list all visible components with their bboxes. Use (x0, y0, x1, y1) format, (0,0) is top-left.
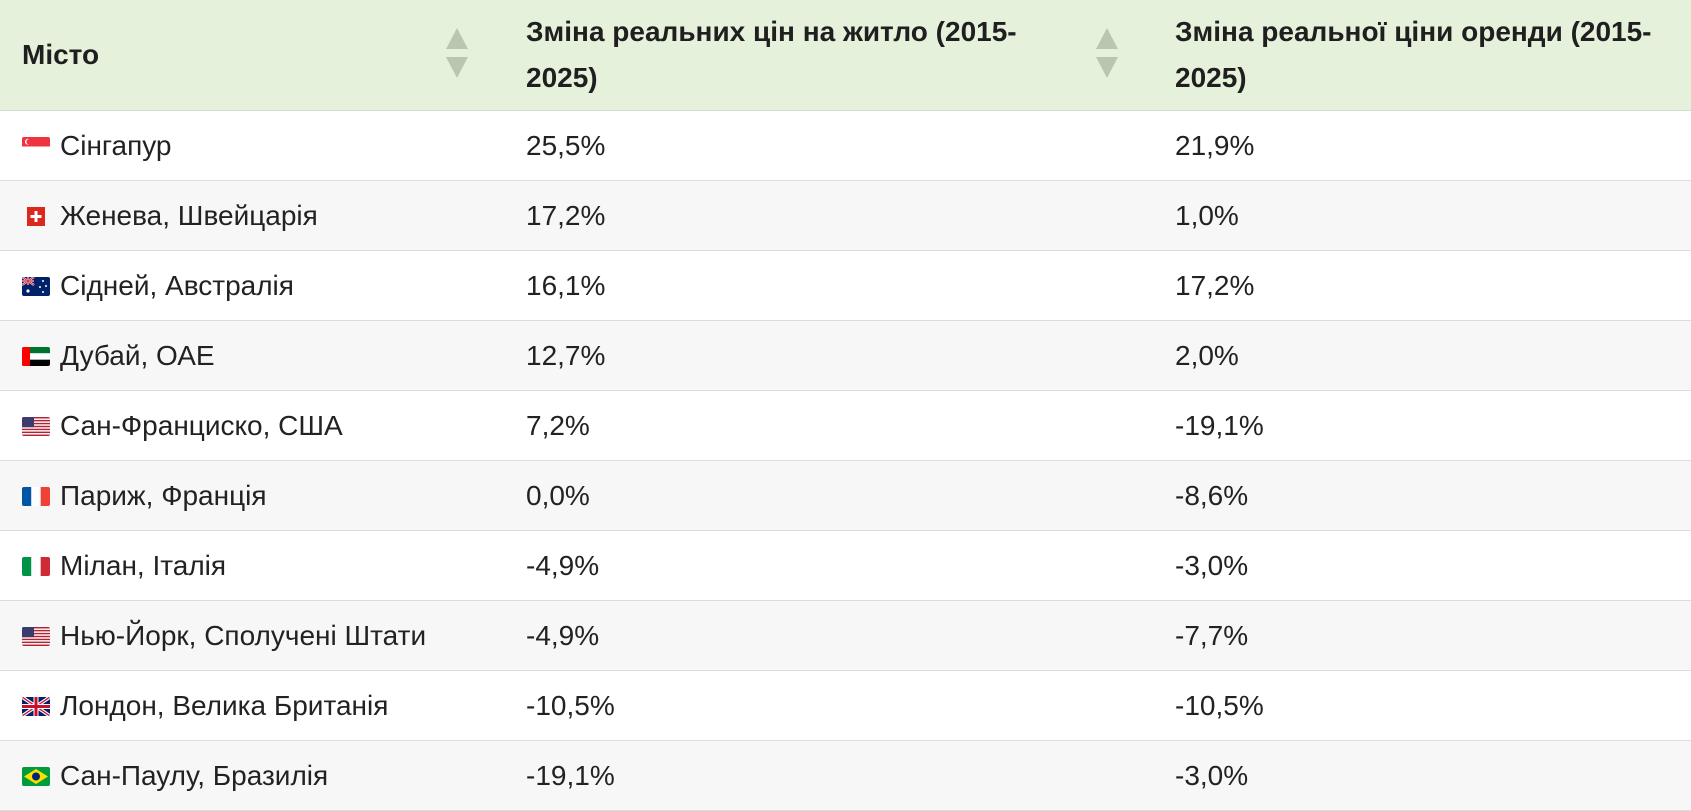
city-name: Женева, Швейцарія (60, 200, 318, 231)
australia-flag-icon (22, 276, 50, 296)
city-cell: Женева, Швейцарія (22, 181, 318, 251)
italy-flag-icon (22, 556, 50, 576)
city-cell: Сінгапур (22, 111, 172, 181)
rent-change-cell: -19,1% (1175, 410, 1264, 441)
price-change-cell: -10,5% (526, 690, 615, 721)
uk-flag-icon (22, 696, 50, 716)
column-header-city[interactable]: Місто (22, 39, 100, 70)
rent-change-cell: -7,7% (1175, 620, 1249, 651)
sort-down-icon (446, 57, 468, 78)
city-name: Лондон, Велика Британія (60, 690, 389, 721)
city-cell: Сан-Паулу, Бразилія (22, 741, 328, 811)
france-flag-icon (22, 486, 50, 506)
sort-down-icon (1096, 57, 1118, 78)
usa-flag-icon (22, 626, 50, 646)
city-cell: Нью-Йорк, Сполучені Штати (22, 601, 426, 671)
table-row: Женева, Швейцарія 17,2% 1,0% (0, 181, 1691, 251)
switzerland-flag-icon (22, 206, 50, 226)
rent-change-cell: -3,0% (1175, 550, 1249, 581)
table-row: Сан-Франциско, США 7,2% -19,1% (0, 391, 1691, 461)
price-change-cell: -19,1% (526, 760, 615, 791)
city-name: Париж, Франція (60, 480, 267, 511)
rent-change-cell: 2,0% (1175, 340, 1239, 371)
table-body: Сінгапур 25,5% 21,9% Женева, Швейцарія 1… (0, 111, 1691, 811)
table-row: Лондон, Велика Британія -10,5% -10,5% (0, 671, 1691, 741)
price-change-cell: 16,1% (526, 270, 606, 301)
city-cell: Сан-Франциско, США (22, 391, 343, 461)
table-row: Дубай, ОАЕ 12,7% 2,0% (0, 321, 1691, 391)
column-header-rent-change[interactable]: Зміна реальної ціни оренди (2015-2025) (1175, 16, 1652, 93)
city-name: Мілан, Італія (60, 550, 227, 581)
table-row: Сідней, Австралія 16,1% 17,2% (0, 251, 1691, 321)
column-header-price-change[interactable]: Зміна реальних цін на житло (2015-2025) (526, 16, 1017, 93)
rent-change-cell: 17,2% (1175, 270, 1255, 301)
price-change-cell: 12,7% (526, 340, 606, 371)
rent-change-cell: 1,0% (1175, 200, 1239, 231)
price-change-cell: 0,0% (526, 480, 590, 511)
rent-change-cell: -3,0% (1175, 760, 1249, 791)
price-change-cell: -4,9% (526, 620, 600, 651)
price-change-cell: 17,2% (526, 200, 606, 231)
city-name: Сан-Паулу, Бразилія (60, 760, 329, 791)
price-change-cell: 7,2% (526, 410, 590, 441)
city-name: Сан-Франциско, США (60, 410, 343, 441)
table-header: Місто Зміна реальних цін на житло (2015-… (0, 0, 1691, 111)
rent-change-cell: 21,9% (1175, 130, 1255, 161)
city-name: Сідней, Австралія (60, 270, 294, 301)
usa-flag-icon (22, 416, 50, 436)
rent-change-cell: -10,5% (1175, 690, 1264, 721)
table-row: Нью-Йорк, Сполучені Штати -4,9% -7,7% (0, 601, 1691, 671)
city-name: Сінгапур (60, 130, 172, 161)
city-name: Нью-Йорк, Сполучені Штати (60, 620, 427, 651)
city-cell: Париж, Франція (22, 461, 267, 531)
rent-change-cell: -8,6% (1175, 480, 1249, 511)
table-row: Мілан, Італія -4,9% -3,0% (0, 531, 1691, 601)
price-change-cell: -4,9% (526, 550, 600, 581)
city-name: Дубай, ОАЕ (60, 340, 215, 371)
sort-rent-button[interactable] (1095, 28, 1119, 78)
table-row: Сан-Паулу, Бразилія -19,1% -3,0% (0, 741, 1691, 811)
city-cell: Мілан, Італія (22, 531, 226, 601)
city-cell: Лондон, Велика Британія (22, 671, 388, 741)
sort-up-icon (446, 28, 468, 49)
table-row: Париж, Франція 0,0% -8,6% (0, 461, 1691, 531)
sort-up-icon (1096, 28, 1118, 49)
sort-price-button[interactable] (445, 28, 469, 78)
city-cell: Дубай, ОАЕ (22, 321, 215, 391)
singapore-flag-icon (22, 136, 50, 156)
uae-flag-icon (22, 346, 50, 366)
city-cell: Сідней, Австралія (22, 251, 294, 321)
table-row: Сінгапур 25,5% 21,9% (0, 111, 1691, 181)
price-change-cell: 25,5% (526, 130, 606, 161)
brazil-flag-icon (22, 766, 50, 786)
